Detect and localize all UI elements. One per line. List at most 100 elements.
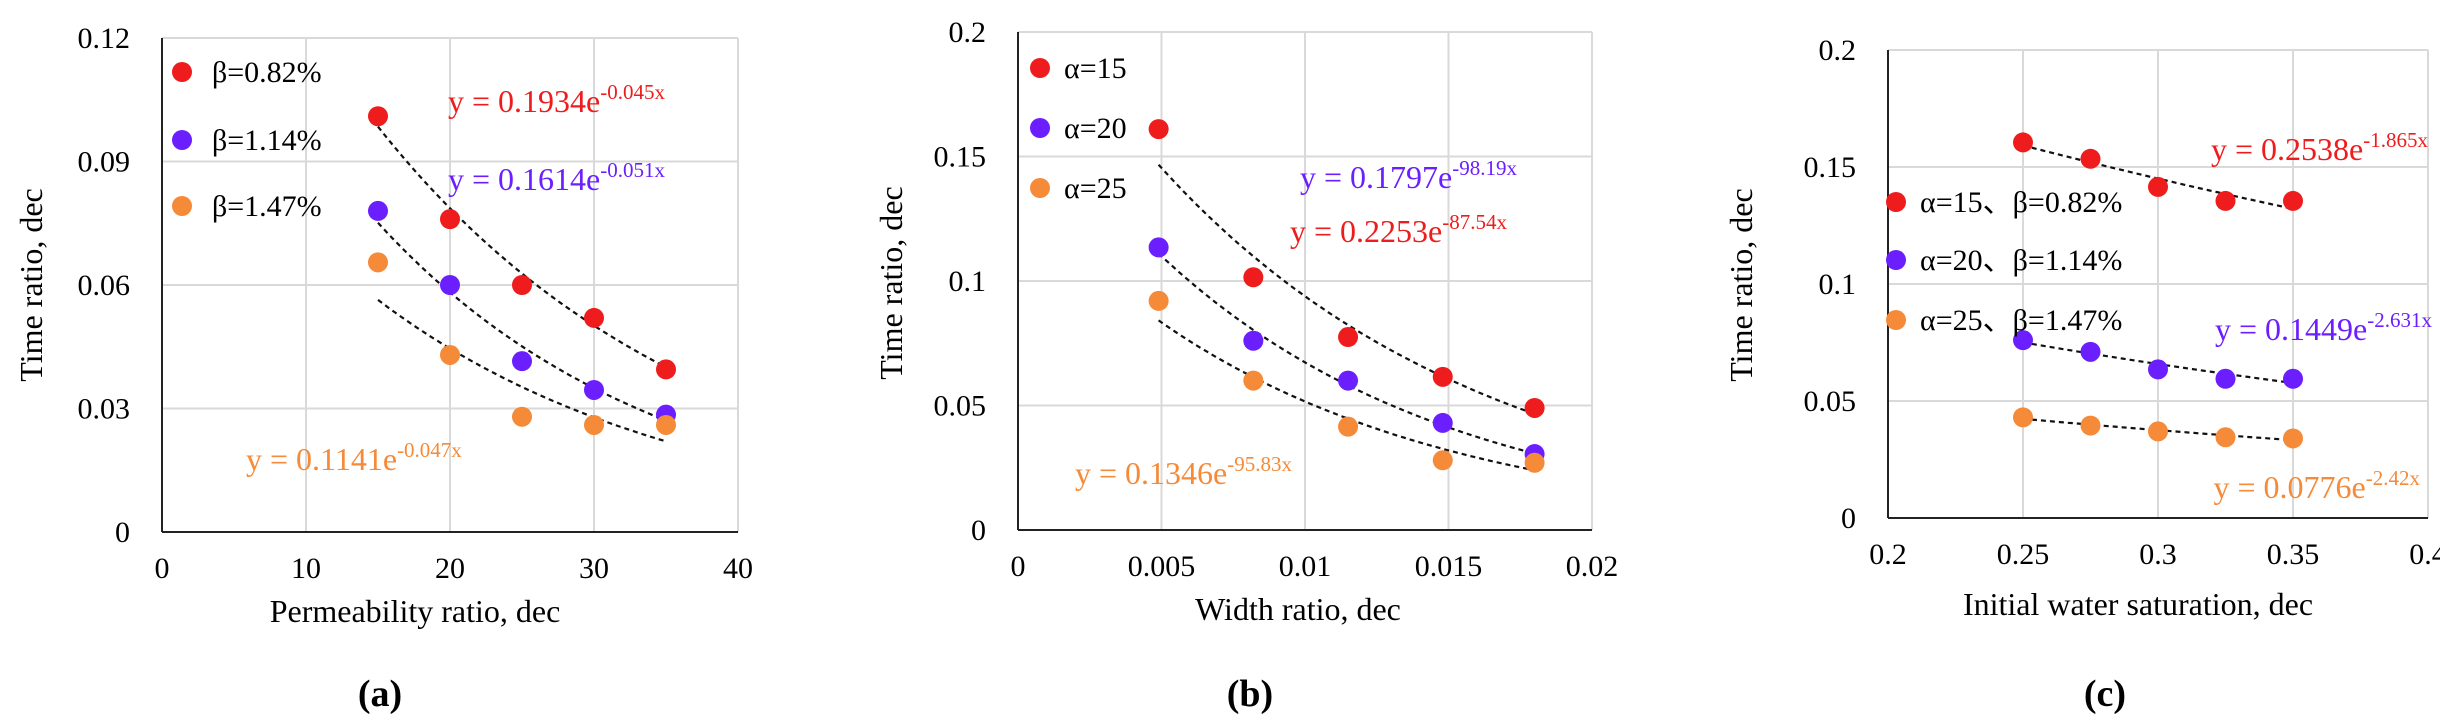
y-tick-label: 0.09	[78, 146, 131, 179]
data-point	[2013, 132, 2033, 153]
x-tick-label: 0.2	[1869, 538, 1907, 571]
data-point	[440, 209, 460, 230]
trendline-equation: y = 0.1141e-0.047x	[246, 438, 462, 477]
x-tick-label: 10	[291, 552, 321, 585]
data-point	[2215, 190, 2236, 211]
y-tick-label: 0.03	[78, 393, 131, 426]
equation-base: y = 0.0776e	[2214, 469, 2366, 505]
data-point	[2283, 428, 2303, 449]
y-axis-title: Time ratio, dec	[13, 188, 49, 381]
trendline-equation: y = 0.2538e-1.865x	[2211, 128, 2428, 167]
panel-label: (b)	[1227, 673, 1273, 715]
equation-base: y = 0.1934e	[448, 83, 600, 119]
legend-label: β=1.14%	[212, 124, 322, 157]
x-axis-title: Initial water saturation, dec	[1963, 586, 2313, 622]
x-tick-label: 20	[435, 552, 465, 585]
x-tick-label: 0.35	[2267, 538, 2320, 571]
y-axis-title: Time ratio, dec	[873, 186, 909, 379]
legend-label: β=0.82%	[212, 56, 322, 89]
y-tick-label: 0	[971, 514, 986, 547]
trendline-1	[377, 125, 667, 369]
x-tick-label: 0.015	[1415, 550, 1483, 583]
data-point	[1243, 267, 1264, 288]
equation-base: y = 0.1797e	[1300, 159, 1452, 195]
data-point	[1243, 330, 1264, 351]
y-tick-label: 0.2	[949, 16, 987, 49]
trendline-equation: y = 0.2253e-87.54x	[1290, 210, 1507, 249]
data-point	[656, 359, 676, 380]
data-point	[584, 307, 604, 328]
y-tick-label: 0.12	[78, 22, 131, 55]
data-point	[656, 414, 676, 435]
equation-base: y = 0.1614e	[448, 161, 600, 197]
data-point	[2283, 368, 2303, 389]
y-tick-label: 0.06	[78, 269, 131, 302]
x-tick-label: 40	[723, 552, 753, 585]
y-tick-label: 0.15	[934, 141, 987, 174]
legend-marker	[1030, 178, 1050, 198]
y-tick-label: 0.05	[1804, 385, 1857, 418]
panel-label: (a)	[358, 673, 402, 715]
y-tick-label: 0.15	[1804, 151, 1857, 184]
data-point	[2215, 427, 2236, 448]
data-point	[1243, 370, 1264, 391]
equation-exponent: -98.19x	[1452, 156, 1517, 180]
trendline-equation: y = 0.1346e-95.83x	[1075, 452, 1292, 491]
legend-label: α=25、β=1.47%	[1920, 304, 2122, 337]
data-point	[1432, 366, 1453, 387]
data-point	[1148, 119, 1169, 140]
chart-panel-1: 0 10 20 30 40 0 0.03 0.06 0.09 0.12 Time ratio, de…	[13, 22, 753, 715]
data-point	[1148, 237, 1169, 258]
data-point	[2013, 330, 2033, 351]
legend-marker	[172, 130, 192, 150]
chart-panel-2: 0 0.005 0.01 0.015 0.02 0 0.05 0.1 0.15 0.2 Time r…	[873, 16, 1618, 715]
x-tick-label: 0.4	[2409, 538, 2440, 571]
y-tick-label: 0	[115, 516, 130, 549]
data-point	[2013, 407, 2033, 428]
x-tick-label: 0.02	[1566, 550, 1619, 583]
trendline-equation: y = 0.1614e-0.051x	[448, 158, 665, 197]
data-point	[2283, 190, 2303, 211]
equation-base: y = 0.2253e	[1290, 213, 1442, 249]
equation-exponent: -2.631x	[2367, 308, 2432, 332]
equation-exponent: -0.047x	[397, 438, 462, 462]
x-axis-title: Permeability ratio, dec	[270, 593, 561, 629]
trendline-equation: y = 0.1934e-0.045x	[448, 80, 665, 119]
legend-label: α=15	[1064, 52, 1127, 85]
legend-label: α=20、β=1.14%	[1920, 244, 2122, 277]
data-point	[2215, 368, 2236, 389]
legend-marker	[1886, 250, 1906, 270]
trendline-equation: y = 0.1449e-2.631x	[2215, 308, 2432, 347]
x-tick-label: 0.25	[1997, 538, 2050, 571]
legend-marker	[1030, 58, 1050, 78]
data-point	[368, 252, 388, 273]
equation-base: y = 0.1449e	[2215, 311, 2367, 347]
equation-exponent: -87.54x	[1442, 210, 1507, 234]
data-point	[1432, 450, 1453, 471]
y-axis-title: Time ratio, dec	[1723, 188, 1759, 381]
equation-exponent: -0.051x	[600, 158, 665, 182]
equation-base: y = 0.1346e	[1075, 455, 1227, 491]
data-point	[2148, 421, 2168, 442]
trendline-3	[377, 299, 667, 443]
trendline-2	[1157, 252, 1535, 455]
x-tick-label: 0.005	[1128, 550, 1196, 583]
data-point	[440, 275, 460, 295]
data-point	[2080, 415, 2101, 436]
y-tick-label: 0.2	[1819, 34, 1857, 67]
y-tick-label: 0.05	[934, 390, 987, 423]
data-point	[584, 379, 604, 400]
equation-base: y = 0.2538e	[2211, 131, 2363, 167]
trendline-equation: y = 0.1797e-98.19x	[1300, 156, 1517, 195]
legend-marker	[1886, 310, 1906, 330]
data-point	[2148, 176, 2168, 197]
data-point	[1432, 412, 1453, 433]
data-point	[368, 200, 388, 221]
legend-label: α=15、β=0.82%	[1920, 186, 2122, 219]
legend-label: α=20	[1064, 112, 1127, 145]
data-point	[2148, 359, 2168, 380]
equation-exponent: -2.42x	[2366, 466, 2421, 490]
data-point	[1524, 397, 1545, 418]
y-tick-label: 0.1	[949, 265, 987, 298]
data-point	[512, 351, 532, 372]
